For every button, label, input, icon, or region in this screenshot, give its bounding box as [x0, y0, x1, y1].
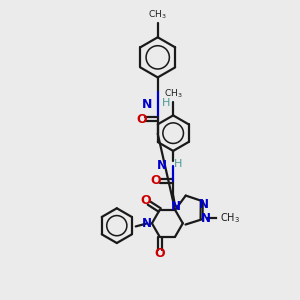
Text: H: H [174, 159, 182, 169]
Text: CH$_3$: CH$_3$ [220, 212, 240, 225]
Text: N: N [142, 217, 152, 230]
Text: O: O [154, 247, 165, 260]
Text: N: N [201, 212, 211, 225]
Text: N: N [199, 198, 209, 211]
Text: CH$_3$: CH$_3$ [164, 88, 182, 100]
Text: H: H [162, 98, 170, 107]
Text: O: O [140, 194, 151, 207]
Text: O: O [136, 112, 147, 126]
Text: O: O [151, 174, 161, 187]
Text: N: N [171, 200, 181, 213]
Text: N: N [158, 160, 167, 172]
Text: N: N [142, 98, 152, 111]
Text: CH$_3$: CH$_3$ [148, 9, 167, 21]
